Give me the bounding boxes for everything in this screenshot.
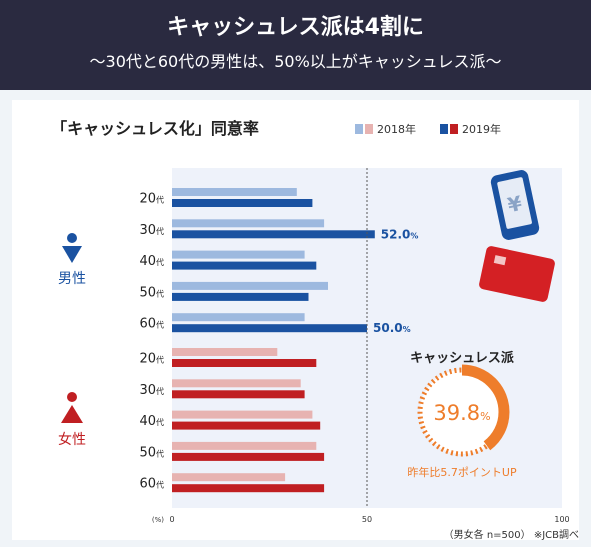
category-label: 50代 <box>139 445 164 460</box>
donut-arc <box>414 364 510 460</box>
bar-male-2018 <box>172 250 305 259</box>
bar-female-2018 <box>172 473 286 482</box>
category-label: 50代 <box>139 285 164 300</box>
data-label: 50.0% <box>373 321 411 335</box>
legend-swatch-female <box>365 124 373 134</box>
female-icon-head <box>67 392 77 402</box>
bar-male-2019 <box>172 292 309 301</box>
category-label: 40代 <box>139 254 164 269</box>
x-tick-label: 50 <box>362 515 372 524</box>
donut-value: 39.8% <box>433 401 490 425</box>
donut-title: キャッシュレス派 <box>410 351 515 366</box>
bar-male-2019 <box>172 199 313 207</box>
category-label: 60代 <box>139 477 164 492</box>
x-tick-label: 0 <box>169 515 174 524</box>
male-icon-head <box>67 233 77 243</box>
bar-female-2019 <box>172 359 317 367</box>
bar-female-2019 <box>172 452 325 461</box>
male-icon <box>62 246 82 263</box>
card-chip <box>493 255 507 266</box>
bar-male-2018 <box>172 313 305 322</box>
bar-female-2019 <box>172 484 325 493</box>
legend-swatch-female <box>450 124 458 134</box>
bar-chart: 「キャッシュレス化」同意率 2018年 2019年 0 50 100 (%) 20代 30代 52… <box>12 100 579 540</box>
yen-icon: ¥ <box>505 191 524 217</box>
category-label: 20代 <box>139 352 164 367</box>
bar-male-2018 <box>172 281 328 290</box>
bar-male-2018 <box>172 219 325 228</box>
bar-female-2019 <box>172 421 321 430</box>
bar-female-2018 <box>172 410 313 419</box>
x-axis-unit: (%) <box>152 516 164 524</box>
legend-label: 2019年 <box>462 122 501 136</box>
footnote: （男女各 n=500） ※JCB調べ <box>443 530 579 541</box>
bar-male-2018 <box>172 188 297 196</box>
category-label: 60代 <box>139 317 164 332</box>
phone-screen <box>497 177 532 229</box>
male-label: 男性 <box>58 271 86 287</box>
female-label: 女性 <box>58 431 86 448</box>
bar-female-2018 <box>172 441 317 450</box>
bar-female-2018 <box>172 348 278 356</box>
bar-male-2019 <box>172 324 367 333</box>
category-label: 20代 <box>139 192 164 207</box>
chart-title: 「キャッシュレス化」同意率 <box>51 119 259 138</box>
bar-male-2019 <box>172 230 375 239</box>
x-tick-label: 100 <box>554 515 569 524</box>
bar-female-2019 <box>172 390 305 399</box>
data-label: 52.0% <box>381 227 419 241</box>
legend-label: 2018年 <box>377 122 416 136</box>
legend-swatch-male <box>440 124 448 134</box>
category-label: 30代 <box>139 383 164 398</box>
category-label: 30代 <box>139 223 164 238</box>
header-banner: キャッシュレス派は4割に 〜30代と60代の男性は、50%以上がキャッシュレス派… <box>0 0 591 90</box>
legend-swatch-male <box>355 124 363 134</box>
header-subtitle: 〜30代と60代の男性は、50%以上がキャッシュレス派〜 <box>89 52 502 71</box>
bar-female-2018 <box>172 379 301 388</box>
female-icon <box>61 405 83 423</box>
category-label: 40代 <box>139 414 164 429</box>
bar-male-2019 <box>172 261 317 270</box>
header-title: キャッシュレス派は4割に <box>167 15 424 40</box>
donut-note: 昨年比5.7ポイントUP <box>407 465 517 479</box>
chart-panel: 「キャッシュレス化」同意率 2018年 2019年 0 50 100 (%) 20代 30代 52… <box>0 90 591 547</box>
